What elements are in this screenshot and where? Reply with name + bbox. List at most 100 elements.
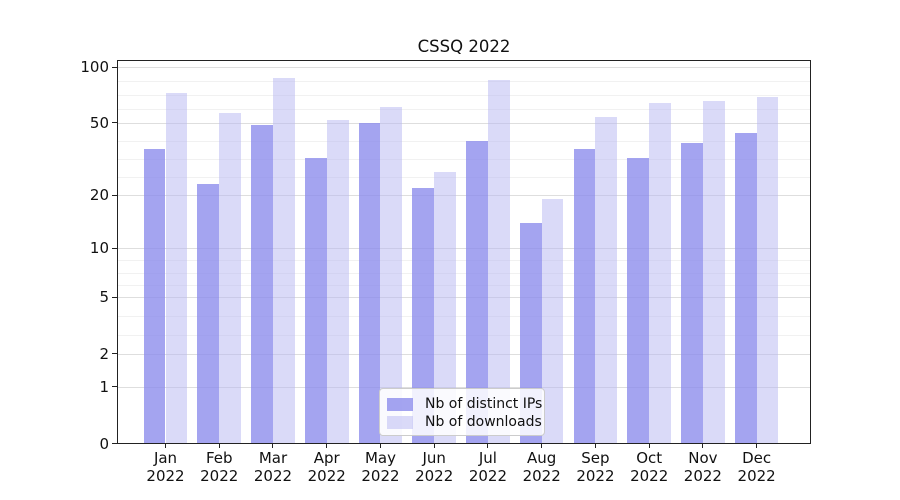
gridline-minor (118, 109, 810, 111)
chart-title: CSSQ 2022 (417, 37, 511, 56)
gridline-minor (118, 316, 810, 318)
x-tick-mark (487, 444, 489, 448)
bar-downloads-apr (326, 119, 349, 443)
bar-distinct-ips-feb (197, 184, 220, 443)
x-tick-year: 2022 (468, 466, 508, 485)
y-tick-label: 5 (99, 288, 109, 307)
y-tick-mark (112, 443, 117, 444)
bar-downloads-mar (272, 77, 295, 443)
x-tick-mark (218, 444, 220, 448)
x-tick-mark (165, 444, 166, 448)
bar-distinct-ips-jul (466, 140, 488, 443)
x-tick-month: Oct (636, 449, 663, 467)
y-tick-mark (112, 122, 117, 124)
legend: Nb of distinct IPs Nb of downloads (379, 388, 545, 436)
x-tick-mark (594, 444, 596, 448)
x-tick-label: May 2022 (345, 449, 415, 485)
y-tick-mark (112, 194, 117, 196)
y-tick-mark (112, 296, 117, 298)
bar-downloads-jul (487, 80, 510, 443)
legend-row-distinct-ips: Nb of distinct IPs (387, 395, 542, 413)
x-tick-label: Jan 2022 (131, 449, 201, 485)
y-tick-label: 1 (99, 377, 109, 396)
x-tick-month: Jan (153, 449, 178, 467)
bar-downloads-dec (756, 97, 779, 443)
x-tick-year: 2022 (200, 466, 239, 485)
plot-area (117, 60, 811, 444)
y-tick-label: 100 (80, 58, 109, 77)
x-tick-label: Nov 2022 (668, 449, 738, 485)
gridline-minor (118, 141, 810, 143)
x-tick-label: Aug 2022 (507, 449, 577, 485)
x-tick-mark (702, 444, 704, 448)
x-tick-mark (326, 444, 328, 448)
bars-layer (118, 61, 810, 443)
x-tick-mark (433, 444, 435, 448)
x-tick-label: Feb 2022 (184, 449, 254, 485)
legend-label-downloads: Nb of downloads (425, 414, 542, 430)
x-tick-year: 2022 (146, 466, 185, 485)
x-tick-year: 2022 (307, 466, 346, 485)
y-tick-label: 50 (89, 113, 109, 132)
gridline-major (118, 122, 810, 124)
x-tick-label: Oct 2022 (614, 449, 684, 485)
bar-distinct-ips-jan (143, 149, 166, 443)
bar-distinct-ips-may (358, 122, 381, 443)
x-tick-mark (756, 444, 758, 448)
y-tick-label: 20 (89, 186, 109, 205)
x-tick-label: Sep 2022 (560, 449, 630, 485)
x-tick-month: Apr (313, 449, 340, 467)
y-tick-mark (112, 66, 117, 68)
x-tick-mark (272, 444, 274, 448)
x-tick-label: Apr 2022 (292, 449, 362, 485)
gridline-minor (118, 81, 810, 83)
x-tick-year: 2022 (683, 466, 722, 485)
gridlines-layer (118, 61, 810, 443)
y-tick-label: 0 (99, 434, 109, 453)
x-tick-year: 2022 (630, 466, 669, 485)
x-tick-month: Dec (742, 449, 772, 467)
gridline-minor (118, 285, 810, 287)
x-tick-month: Aug (527, 449, 557, 467)
bar-downloads-nov (702, 100, 725, 443)
x-tick-label: Jul 2022 (453, 449, 523, 485)
gridline-minor (118, 272, 810, 274)
x-tick-month: Jun (422, 449, 446, 467)
gridline-major (118, 386, 810, 388)
x-tick-mark (541, 444, 543, 448)
y-tick-mark (112, 386, 117, 388)
x-tick-year: 2022 (361, 466, 400, 485)
bar-downloads-feb (219, 112, 242, 443)
bar-downloads-jan (165, 92, 188, 443)
bar-distinct-ips-jun (412, 187, 435, 443)
gridline-major (118, 297, 810, 299)
bar-distinct-ips-aug (519, 222, 542, 443)
x-tick-year: 2022 (522, 466, 561, 485)
bar-downloads-oct (649, 103, 671, 443)
x-tick-label: Dec 2022 (722, 449, 792, 485)
bar-distinct-ips-dec (734, 133, 757, 443)
gridline-major (118, 353, 810, 355)
bar-distinct-ips-sep (573, 149, 596, 443)
legend-row-downloads: Nb of downloads (387, 413, 542, 431)
gridline-minor (118, 177, 810, 179)
bar-downloads-aug (541, 199, 564, 443)
x-tick-month: Sep (581, 449, 610, 467)
x-tick-year: 2022 (737, 466, 776, 485)
gridline-minor (118, 335, 810, 337)
legend-swatch-downloads (387, 415, 413, 429)
x-tick-month: Mar (258, 449, 288, 467)
gridline-major (118, 67, 810, 69)
bar-distinct-ips-mar (251, 124, 273, 443)
gridline-minor (118, 95, 810, 97)
y-tick-mark (112, 353, 117, 355)
legend-swatch-distinct-ips (387, 397, 413, 411)
x-tick-year: 2022 (415, 466, 454, 485)
bar-distinct-ips-apr (304, 158, 327, 443)
bar-downloads-sep (595, 116, 618, 443)
gridline-minor (118, 260, 810, 262)
x-tick-year: 2022 (253, 466, 293, 485)
x-tick-month: Feb (205, 449, 233, 467)
x-tick-mark (648, 444, 650, 448)
